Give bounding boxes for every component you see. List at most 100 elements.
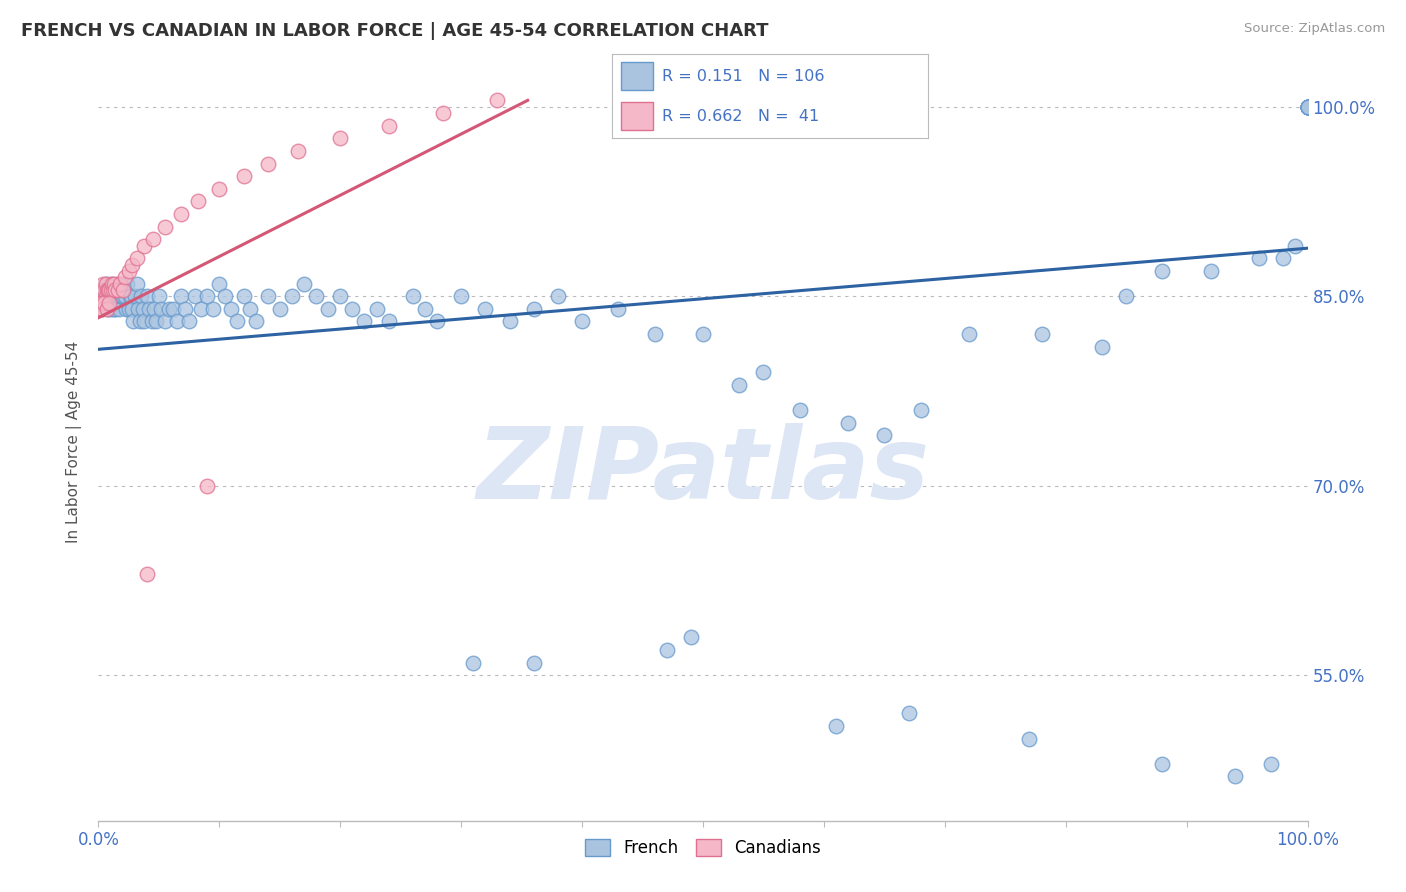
Point <box>232 289 254 303</box>
Y-axis label: In Labor Force | Age 45-54: In Labor Force | Age 45-54 <box>66 341 83 542</box>
Point <box>150 301 173 316</box>
Point <box>96 301 118 316</box>
Point <box>825 719 848 733</box>
Point <box>111 283 134 297</box>
Point <box>100 277 122 291</box>
Point <box>89 295 111 310</box>
Point <box>91 295 114 310</box>
Point <box>789 403 811 417</box>
Point <box>103 277 125 291</box>
Point <box>221 301 243 316</box>
Point <box>1296 100 1319 114</box>
Point <box>91 301 114 316</box>
Point <box>110 289 132 303</box>
Point <box>1284 238 1306 252</box>
Point <box>153 219 176 234</box>
Point <box>239 301 262 316</box>
Point <box>112 277 135 291</box>
Point <box>655 643 678 657</box>
Point <box>157 301 180 316</box>
Point <box>1296 100 1319 114</box>
Point <box>93 283 115 297</box>
Point <box>1031 327 1053 342</box>
Point <box>679 631 702 645</box>
Point <box>127 252 149 266</box>
Point <box>752 365 775 379</box>
Point <box>377 119 399 133</box>
Point <box>98 283 121 297</box>
Point <box>114 270 136 285</box>
Point <box>474 301 496 316</box>
Point <box>120 289 142 303</box>
Point <box>377 314 399 328</box>
Point <box>1091 340 1114 354</box>
Point <box>93 289 115 303</box>
Point <box>118 301 141 316</box>
Point <box>366 301 388 316</box>
Point <box>571 314 593 328</box>
Point <box>1199 264 1222 278</box>
Point <box>111 289 134 303</box>
Point <box>107 283 129 297</box>
Point <box>127 301 149 316</box>
Point <box>292 277 315 291</box>
Point <box>93 295 115 310</box>
Point <box>1296 100 1319 114</box>
Point <box>132 301 155 316</box>
Point <box>169 289 191 303</box>
Point <box>1296 100 1319 114</box>
Point <box>1296 100 1319 114</box>
Point <box>1296 100 1319 114</box>
Point <box>128 314 150 328</box>
FancyBboxPatch shape <box>621 102 652 130</box>
Point <box>107 289 129 303</box>
Point <box>104 301 127 316</box>
Point <box>208 182 231 196</box>
Point <box>97 283 120 297</box>
Point <box>138 301 160 316</box>
Point <box>1018 731 1040 746</box>
Point <box>256 156 278 170</box>
Point <box>547 289 569 303</box>
Point <box>281 289 304 303</box>
Point <box>143 301 166 316</box>
Text: R = 0.662   N =  41: R = 0.662 N = 41 <box>662 109 820 124</box>
Point <box>153 314 176 328</box>
Point <box>226 314 249 328</box>
Point <box>100 277 122 291</box>
Point <box>523 656 546 670</box>
Point <box>873 428 896 442</box>
Point <box>96 289 118 303</box>
Point <box>269 301 291 316</box>
Point <box>208 277 231 291</box>
Text: R = 0.151   N = 106: R = 0.151 N = 106 <box>662 69 825 84</box>
Point <box>90 295 112 310</box>
Point <box>342 301 364 316</box>
Point <box>105 277 128 291</box>
Point <box>1296 100 1319 114</box>
Point <box>450 289 472 303</box>
Point <box>256 289 278 303</box>
Point <box>644 327 666 342</box>
Text: Source: ZipAtlas.com: Source: ZipAtlas.com <box>1244 22 1385 36</box>
Point <box>135 567 157 582</box>
Point <box>1152 756 1174 771</box>
Point <box>169 207 191 221</box>
Point <box>118 264 141 278</box>
Point <box>162 301 184 316</box>
Point <box>145 314 167 328</box>
Point <box>692 327 714 342</box>
Point <box>214 289 236 303</box>
Point <box>1223 769 1246 783</box>
Point <box>114 289 136 303</box>
Text: ZIPatlas: ZIPatlas <box>477 424 929 520</box>
Point <box>129 289 152 303</box>
Point <box>837 416 859 430</box>
Point <box>103 301 125 316</box>
Point <box>1272 252 1295 266</box>
Point <box>135 289 157 303</box>
Point <box>353 314 375 328</box>
Point <box>432 106 454 120</box>
Point <box>134 314 156 328</box>
Point <box>121 301 143 316</box>
